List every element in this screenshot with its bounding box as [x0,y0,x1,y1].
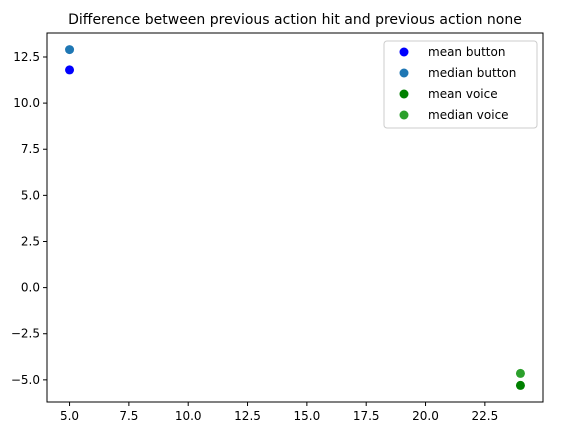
legend-label: mean voice [428,87,498,101]
legend-label: median voice [428,108,509,122]
y-tick-label: 2.5 [21,234,40,248]
data-point [515,368,525,378]
y-tick-label: 0.0 [21,281,40,295]
data-point [515,380,525,390]
x-axis: 5.0 7.5 10.0 12.5 15.0 17.5 20.0 22.5 [60,402,498,423]
legend: mean button median button mean voice median… [383,40,538,129]
y-tick-label: 10.0 [13,96,40,110]
x-tick-label: 7.5 [119,409,138,423]
data-point [65,65,75,75]
y-axis: −5.0 −2.5 0.0 2.5 5.0 7.5 10.0 12.5 [11,50,47,387]
x-tick-label: 20.0 [412,409,439,423]
y-tick-label: −5.0 [11,373,40,387]
data-point [65,45,75,55]
x-tick-label: 12.5 [234,409,261,423]
legend-box [383,40,538,129]
legend-marker [399,89,409,99]
data-points [65,45,525,390]
legend-marker [399,68,409,78]
x-tick-label: 15.0 [294,409,321,423]
y-tick-label: 5.0 [21,188,40,202]
legend-label: median button [428,66,516,80]
x-tick-label: 10.0 [175,409,202,423]
x-tick-label: 17.5 [353,409,380,423]
y-tick-label: 7.5 [21,142,40,156]
legend-marker [399,110,409,120]
x-tick-label: 5.0 [60,409,79,423]
y-tick-label: 12.5 [13,50,40,64]
x-tick-label: 22.5 [471,409,498,423]
legend-marker [399,47,409,57]
y-tick-label: −2.5 [11,327,40,341]
plot-frame [46,32,544,403]
legend-label: mean button [428,45,505,59]
chart-title: Difference between previous action hit a… [68,12,522,28]
